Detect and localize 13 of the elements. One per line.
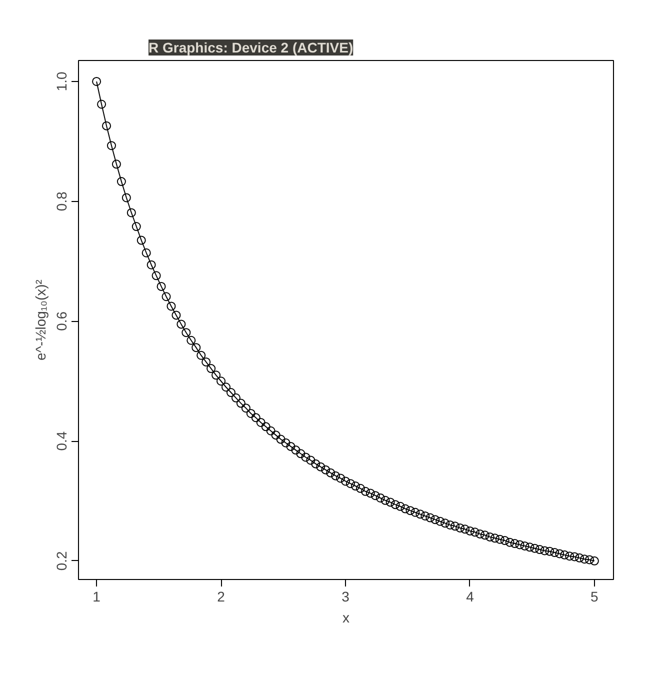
y-tick-label: 1.0 (54, 72, 70, 92)
x-tick-label: 1 (92, 588, 101, 604)
x-tick-label: 2 (217, 588, 226, 604)
x-tick-label: 4 (466, 588, 474, 604)
y-tick-label: 0.6 (54, 311, 70, 331)
x-tick-label: 5 (590, 588, 599, 604)
chart-title: R Graphics: Device 2 (ACTIVE) (148, 40, 354, 56)
x-tick-label: 3 (342, 588, 350, 604)
y-tick-label: 0.4 (54, 431, 70, 451)
x-axis-title: x (342, 610, 350, 626)
y-tick-label: 0.8 (54, 191, 70, 212)
y-tick-label: 0.2 (54, 550, 70, 571)
y-axis-title: e^-½log₁₀(x)² (32, 279, 48, 360)
